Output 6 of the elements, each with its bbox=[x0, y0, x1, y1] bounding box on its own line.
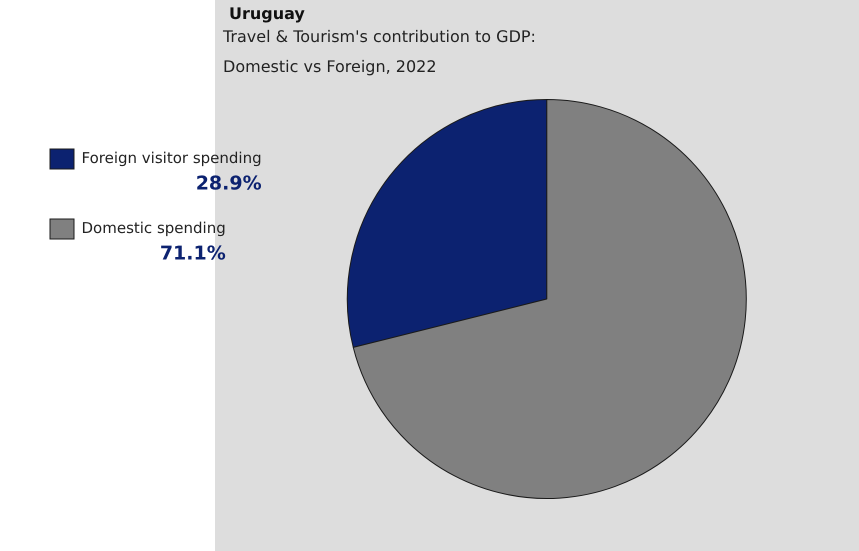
legend-label: Domestic spending bbox=[82, 218, 226, 237]
chart-title: Uruguay bbox=[229, 4, 305, 23]
data-label: 71.1% bbox=[160, 242, 226, 264]
data-label: 28.9% bbox=[196, 172, 262, 194]
chart-subtitle: Travel & Tourism's contribution to GDP: Domestic vs Foreign, 2022 bbox=[223, 26, 537, 78]
legend-label: Foreign visitor spending bbox=[82, 148, 262, 167]
